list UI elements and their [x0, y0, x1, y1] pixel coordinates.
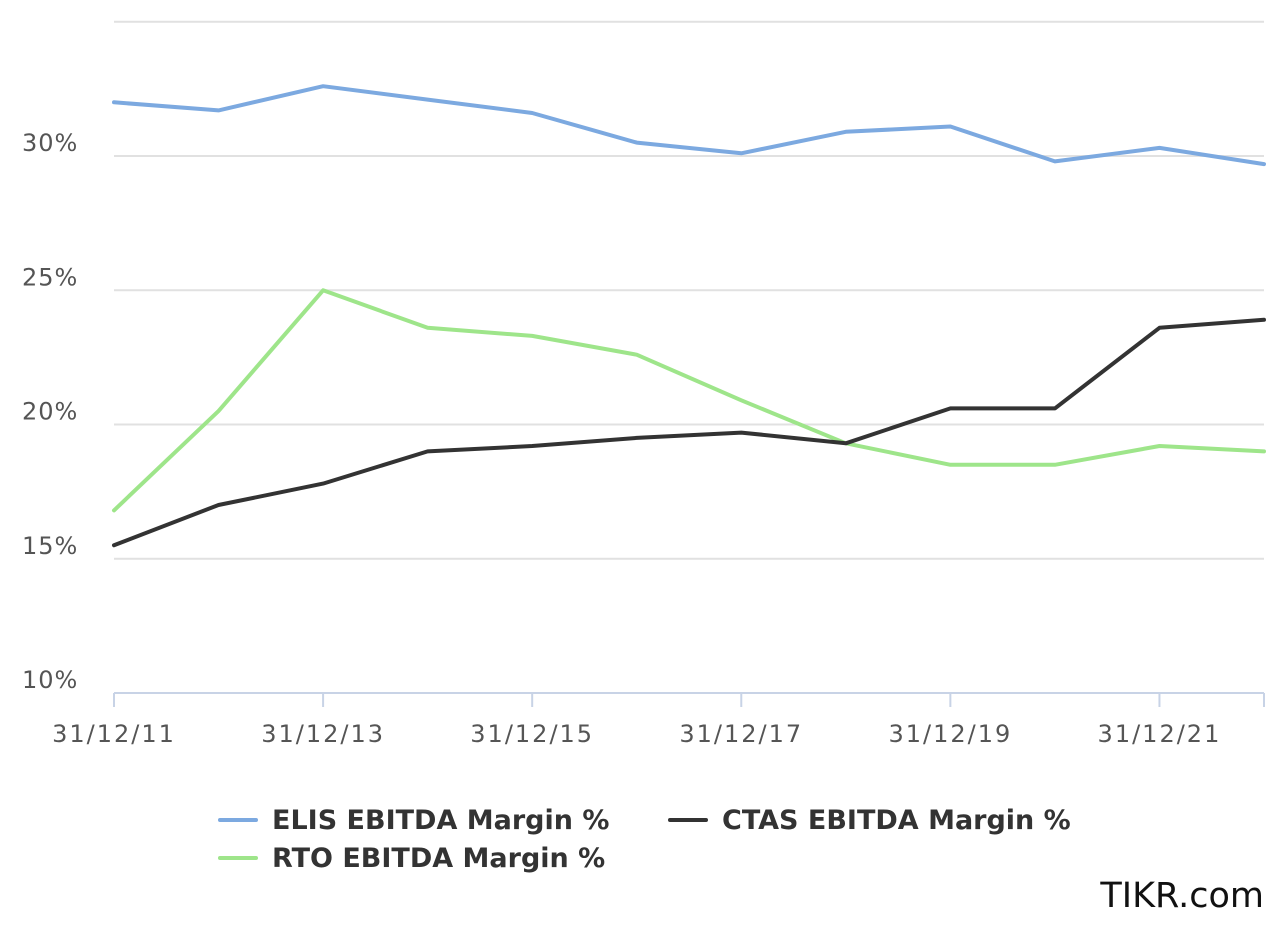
- series-line-ctas: [112, 317, 1266, 548]
- x-tick-label: 31/12/13: [261, 720, 385, 748]
- y-tick-label: 15%: [22, 532, 78, 560]
- y-tick-label: 20%: [22, 398, 78, 426]
- series-line-elis: [112, 84, 1266, 167]
- x-tick-label: 31/12/17: [679, 720, 803, 748]
- series-line-rto: [112, 288, 1266, 513]
- y-tick-label: 25%: [22, 263, 78, 291]
- legend-label-rto: RTO EBITDA Margin %: [272, 842, 606, 874]
- y-axis-ticks: 10% 15% 20% 25% 30%: [22, 129, 78, 694]
- legend-label-ctas: CTAS EBITDA Margin %: [722, 804, 1071, 836]
- legend-item-rto[interactable]: RTO EBITDA Margin %: [218, 838, 605, 878]
- x-tick-label: 31/12/21: [1098, 720, 1222, 748]
- legend-item-elis[interactable]: ELIS EBITDA Margin %: [218, 800, 609, 840]
- legend-swatch-elis: [218, 818, 258, 822]
- y-tick-label: 10%: [22, 666, 78, 694]
- legend-swatch-ctas: [668, 818, 708, 822]
- gridlines: [114, 20, 1264, 560]
- y-tick-label: 30%: [22, 129, 78, 157]
- legend-item-ctas[interactable]: CTAS EBITDA Margin %: [668, 800, 1071, 840]
- legend-swatch-rto: [218, 856, 258, 860]
- line-chart: 10% 15% 20% 25% 30% 31/12/11 31/12/13 31/12/15…: [22, 20, 1266, 748]
- series-lines: [112, 84, 1266, 548]
- x-tick-label: 31/12/11: [52, 720, 176, 748]
- x-axis: 31/12/11 31/12/13 31/12/15 31/12/17 31/12/19…: [52, 692, 1265, 748]
- credit-text: TIKR.com: [1100, 876, 1264, 916]
- legend: ELIS EBITDA Margin % CTAS EBITDA Margin …: [0, 796, 1278, 886]
- x-tick-label: 31/12/15: [470, 720, 594, 748]
- x-tick-label: 31/12/19: [888, 720, 1012, 748]
- legend-label-elis: ELIS EBITDA Margin %: [272, 804, 610, 836]
